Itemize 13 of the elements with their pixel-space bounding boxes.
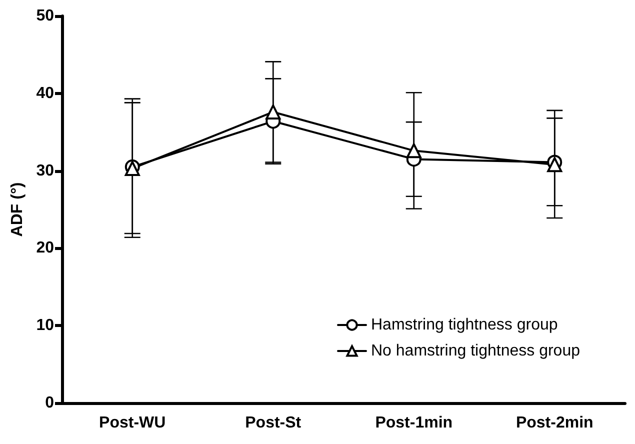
x-tick-label: Post-2min xyxy=(516,414,594,432)
y-tick-label: 50 xyxy=(36,8,54,24)
y-tick-label: 40 xyxy=(36,84,54,102)
x-tick-label: Post-1min xyxy=(375,414,453,432)
legend-label: Hamstring tightness group xyxy=(371,316,558,334)
y-tick-label: 30 xyxy=(36,162,54,180)
legend-label: No hamstring tightness group xyxy=(371,342,580,360)
y-tick-label: 0 xyxy=(45,394,54,412)
y-axis-title: ADF (°) xyxy=(8,182,26,237)
y-tick-label: 20 xyxy=(36,240,54,257)
y-tick-label: 10 xyxy=(36,317,54,334)
x-tick-label: Post-St xyxy=(245,414,302,432)
x-tick-label: Post-WU xyxy=(99,414,166,432)
